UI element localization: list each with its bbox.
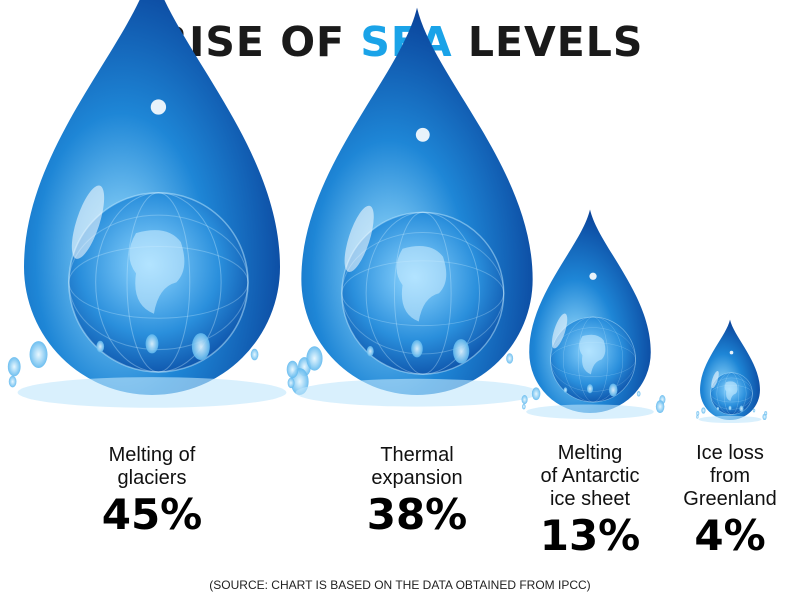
splash-droplet [762, 413, 767, 421]
category-label-line: from [710, 465, 750, 487]
splash-droplet [728, 405, 732, 411]
splash-droplet [696, 411, 700, 416]
splash-droplet [286, 360, 299, 379]
splash-droplet [521, 395, 528, 405]
splash-droplet [145, 334, 159, 354]
splash-droplet [701, 407, 706, 414]
splash-droplet [716, 406, 720, 411]
drop-4 [696, 319, 768, 423]
globe-meridian [563, 316, 624, 403]
drop-sparkle [150, 99, 167, 115]
globe-landmass [129, 230, 185, 314]
category-label: Melting of glaciers [47, 444, 257, 490]
globe-landmass [579, 334, 606, 375]
category-label-line: glaciers [117, 467, 187, 489]
splash-droplet [366, 346, 374, 357]
drop-highlight [344, 205, 374, 273]
category-label-line: Greenland [683, 488, 777, 510]
splash-base [295, 378, 539, 407]
globe-meridian [393, 211, 452, 375]
splash-droplet [306, 346, 323, 371]
drop-3 [521, 209, 666, 420]
globe-parallel [341, 232, 505, 355]
drop-highlight [711, 370, 719, 389]
value-label: 4% [694, 511, 766, 560]
globe-landmass [396, 246, 447, 322]
drop-1 [7, 0, 311, 408]
category-label-line: Ice loss [696, 442, 764, 464]
globe-meridian [723, 372, 740, 415]
splash-droplet [531, 387, 541, 401]
category-label-line: expansion [371, 467, 463, 489]
splash-droplet [29, 341, 48, 368]
category-label-line: ice sheet [549, 488, 631, 510]
globe-parallel [710, 377, 753, 410]
splash-droplet [96, 340, 105, 353]
splash-droplet [191, 333, 210, 361]
splash-base [17, 377, 287, 408]
splash-base [698, 415, 762, 423]
splash-droplet [453, 339, 470, 364]
category-label: Ice loss from Greenland [660, 442, 800, 511]
category-label-line: Thermal [380, 444, 454, 466]
globe-meridian [365, 211, 480, 375]
splash-droplet [655, 400, 665, 414]
globe-meridian [577, 316, 609, 403]
value-label: 38% [366, 490, 468, 539]
splash-droplet [287, 377, 295, 389]
splash-droplet [411, 340, 423, 358]
category-label-line: Melting of [108, 444, 196, 466]
splash-droplet [752, 408, 756, 413]
splash-droplet [8, 375, 17, 388]
globe-parallel [550, 327, 636, 392]
category-label: Thermal expansion [317, 444, 517, 490]
globe-meridian [126, 192, 191, 373]
value-label: 45% [101, 490, 203, 539]
splash-droplet [608, 383, 618, 397]
splash-droplet [563, 387, 568, 393]
globe-meridian [95, 192, 222, 373]
category-label: Melting of Antarctic ice sheet [515, 442, 665, 511]
drop-sparkle [729, 350, 734, 355]
splash-droplet [7, 357, 21, 377]
splash-base [526, 404, 654, 420]
drop-sparkle [415, 127, 430, 142]
value-label: 13% [539, 511, 641, 560]
splash-droplet [586, 384, 594, 394]
splash-droplet [696, 415, 699, 419]
splash-droplet [636, 391, 641, 397]
category-label-line: Melting [557, 442, 623, 464]
source-note: (SOURCE: CHART IS BASED ON THE DATA OBTA… [209, 578, 591, 592]
splash-droplet [739, 405, 744, 412]
splash-droplet [250, 348, 259, 361]
globe-parallel [68, 214, 249, 351]
globe-meridian [716, 372, 747, 415]
splash-droplet [506, 353, 514, 364]
category-label-line: of Antarctic [540, 465, 640, 487]
drop-highlight [551, 313, 568, 349]
globe-landmass [724, 381, 738, 401]
drop-2 [286, 7, 561, 407]
drop-highlight [71, 185, 105, 259]
splash-droplet [522, 403, 526, 410]
title-part-2: LEVELS [452, 18, 644, 66]
drop-sparkle [589, 272, 597, 280]
